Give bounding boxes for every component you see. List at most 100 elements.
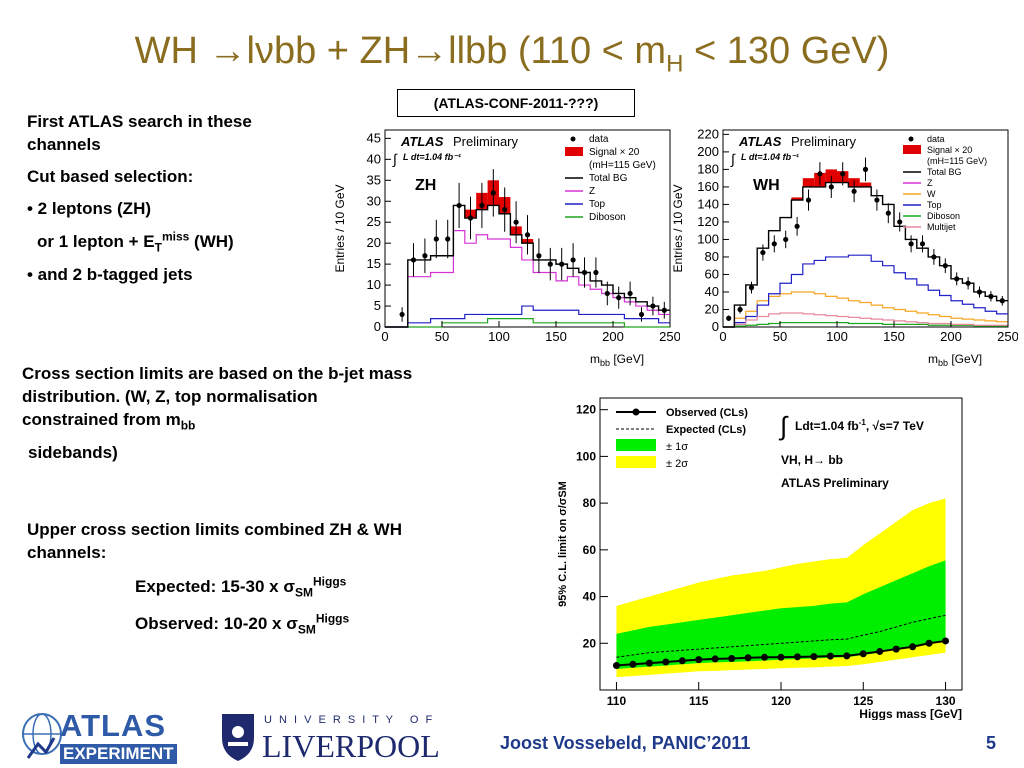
observed-point xyxy=(892,645,900,653)
y-tick-label: 180 xyxy=(697,161,719,176)
university-crest-icon xyxy=(222,714,254,761)
data-point xyxy=(794,223,800,229)
observed-point xyxy=(859,650,867,658)
legend-entry: ± 2σ xyxy=(666,458,688,470)
y-tick-label: 140 xyxy=(697,196,719,211)
observed-point xyxy=(645,659,653,667)
experiment-logo-text: EXPERIMENT xyxy=(60,744,177,764)
data-point xyxy=(965,280,971,286)
left-line: • and 2 b-tagged jets xyxy=(27,265,193,284)
data-point xyxy=(479,202,485,209)
legend-entry: ± 1σ xyxy=(666,441,688,453)
observed-point xyxy=(843,652,851,660)
legend-entry: (mH=115 GeV) xyxy=(927,156,987,166)
y-tick-label: 160 xyxy=(697,179,719,194)
data-point xyxy=(840,171,846,177)
data-point xyxy=(445,236,451,242)
data-point xyxy=(748,285,755,291)
data-point xyxy=(536,253,542,259)
y-tick-label: 40 xyxy=(367,151,381,166)
observed-point xyxy=(761,653,769,661)
observed-point xyxy=(942,637,950,645)
band-1sigma xyxy=(616,560,946,669)
legend-marker xyxy=(616,456,656,468)
observed-point xyxy=(876,647,884,655)
legend-entry: Total BG xyxy=(927,167,962,177)
legend-entry: Diboson xyxy=(589,212,626,223)
series-line-z xyxy=(385,229,670,328)
data-point xyxy=(502,207,508,213)
data-point xyxy=(919,241,926,247)
y-tick-label: 0 xyxy=(374,319,381,334)
lower-line: channels: xyxy=(27,543,107,562)
observed-point xyxy=(909,643,917,651)
left-line-etmiss: or 1 lepton + ETmiss (WH) xyxy=(37,229,234,255)
data-point xyxy=(760,249,766,256)
legend-entry: Signal × 20 xyxy=(927,145,972,155)
legend-marker xyxy=(570,136,576,142)
atlas-label: ATLAS xyxy=(400,134,444,149)
atlas-experiment-logo: ATLAS EXPERIMENT xyxy=(18,708,188,766)
legend-entry: Top xyxy=(927,200,942,210)
data-point xyxy=(638,311,645,318)
legend-entry: (mH=115 GeV) xyxy=(589,160,656,171)
data-point xyxy=(737,306,743,313)
y-tick-label: 220 xyxy=(697,126,719,141)
observed-point xyxy=(925,639,933,647)
data-point xyxy=(616,295,622,301)
data-point xyxy=(559,261,565,267)
data-point xyxy=(976,289,983,295)
data-point xyxy=(399,311,405,318)
integral-symbol: ∫ xyxy=(778,411,789,441)
university-of-text: U N I V E R S I T Y O F xyxy=(264,714,435,726)
legend-entry: Z xyxy=(927,178,933,188)
y-tick-label: 100 xyxy=(697,231,719,246)
integral-symbol: ∫ xyxy=(730,151,736,167)
observed-point xyxy=(826,652,834,660)
data-point xyxy=(547,261,553,267)
data-point xyxy=(897,219,903,225)
zh-mbb-histogram: 0 50 100 150 200 250 0 5 10 15 20 25 30 35 40 45 Entries… xyxy=(333,129,680,368)
data-point xyxy=(627,290,633,297)
mid-line: distribution. (W, Z, top normalisation xyxy=(22,387,318,406)
observed-point xyxy=(744,654,752,662)
y-axis-label: Entries / 10 GeV xyxy=(671,184,685,272)
mid-line: constrained from mbb xyxy=(22,410,196,433)
observed-point xyxy=(810,653,818,661)
legend-entry: Top xyxy=(589,199,606,210)
mid-line: sidebands) xyxy=(28,443,118,462)
legend-entry: data xyxy=(589,134,609,145)
x-tick-label: 150 xyxy=(883,329,905,344)
legend-entry: Observed (CLs) xyxy=(666,407,748,419)
lumi-energy-label: Ldt=1.04 fb-1, √s=7 TeV xyxy=(795,418,924,433)
y-tick-label: 120 xyxy=(697,214,719,229)
legend-entry: Signal × 20 xyxy=(589,147,640,158)
y-tick-label: 20 xyxy=(705,301,719,316)
legend-entry: Diboson xyxy=(927,211,960,221)
y-axis-label: Entries / 10 GeV xyxy=(333,184,347,272)
x-tick-label: 200 xyxy=(940,329,962,344)
y-tick-label: 10 xyxy=(367,277,381,292)
data-point xyxy=(456,202,462,209)
data-point xyxy=(954,276,960,282)
y-tick-label: 40 xyxy=(705,284,719,299)
x-axis-label: mbb [GeV] xyxy=(590,352,644,368)
legend-entry: Multijet xyxy=(927,222,956,232)
y-tick-label: 80 xyxy=(705,249,719,264)
data-point xyxy=(931,254,937,260)
observed-point xyxy=(612,661,620,669)
y-tick-label: 60 xyxy=(705,266,719,281)
cross-section-limit-chart: 110 115 120 125 130 20 40 60 80 100 120 95% C.L. li… xyxy=(557,397,963,720)
page-number: 5 xyxy=(986,733,997,753)
y-tick-label: 35 xyxy=(367,172,381,187)
data-point xyxy=(851,188,857,194)
y-tick-label: 0 xyxy=(712,319,719,334)
legend-marker xyxy=(632,408,640,416)
left-line: First ATLAS search in these xyxy=(27,112,252,131)
data-point xyxy=(513,219,519,225)
channel-label: ZH xyxy=(415,177,436,194)
observed-point xyxy=(728,654,736,662)
x-tick-label: 0 xyxy=(381,329,388,344)
mid-line: Cross section limits are based on the b-… xyxy=(22,364,413,383)
legend-entry: W xyxy=(927,189,936,199)
